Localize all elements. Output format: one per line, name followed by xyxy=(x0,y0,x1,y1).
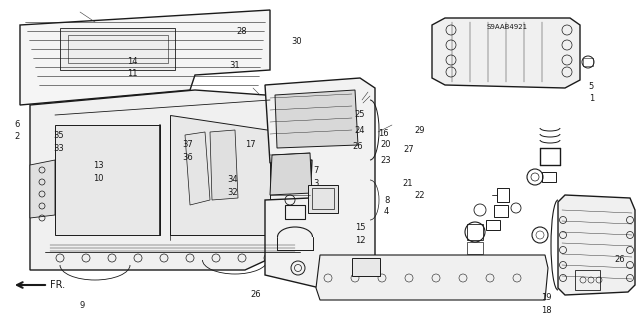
Text: 19: 19 xyxy=(541,293,551,302)
Polygon shape xyxy=(185,132,210,205)
Bar xyxy=(494,205,508,217)
Text: 15: 15 xyxy=(355,223,365,232)
Text: 22: 22 xyxy=(415,191,425,200)
Text: 1: 1 xyxy=(589,94,594,103)
Text: 2: 2 xyxy=(14,132,19,141)
Text: 27: 27 xyxy=(403,145,414,154)
Text: 16: 16 xyxy=(378,129,388,138)
Text: 13: 13 xyxy=(93,161,104,170)
Text: 33: 33 xyxy=(53,144,64,152)
Text: 6: 6 xyxy=(14,120,19,129)
Text: 34: 34 xyxy=(227,175,238,184)
Polygon shape xyxy=(210,130,238,200)
Text: 26: 26 xyxy=(352,142,363,151)
Polygon shape xyxy=(275,90,358,148)
Text: 8: 8 xyxy=(384,196,389,205)
Text: S9AAB4921: S9AAB4921 xyxy=(486,24,527,30)
Bar xyxy=(308,185,338,213)
Text: 30: 30 xyxy=(291,37,302,46)
Text: 26: 26 xyxy=(251,290,262,299)
Polygon shape xyxy=(30,90,310,270)
Polygon shape xyxy=(316,255,548,300)
Bar xyxy=(60,28,175,70)
Bar xyxy=(312,188,334,209)
Text: 24: 24 xyxy=(354,126,364,135)
Polygon shape xyxy=(270,153,312,195)
Text: 4: 4 xyxy=(384,207,389,216)
Text: 32: 32 xyxy=(227,188,238,197)
Text: 11: 11 xyxy=(127,69,137,78)
Text: 36: 36 xyxy=(182,153,193,162)
Bar xyxy=(575,270,600,290)
Bar xyxy=(68,35,168,63)
Text: 17: 17 xyxy=(245,140,256,149)
Bar xyxy=(486,220,500,230)
Text: 20: 20 xyxy=(381,140,391,149)
Polygon shape xyxy=(30,160,55,218)
Text: 12: 12 xyxy=(355,236,365,245)
Text: 7: 7 xyxy=(314,166,319,175)
Polygon shape xyxy=(432,18,580,88)
Text: 37: 37 xyxy=(182,140,193,149)
Text: 29: 29 xyxy=(415,126,425,135)
Text: 26: 26 xyxy=(614,255,625,264)
Polygon shape xyxy=(558,195,635,295)
Bar xyxy=(467,242,483,254)
Text: 5: 5 xyxy=(589,82,594,91)
Bar xyxy=(497,188,509,202)
Text: 21: 21 xyxy=(402,179,412,188)
Text: 9: 9 xyxy=(80,301,85,310)
Text: 14: 14 xyxy=(127,57,137,66)
Text: FR.: FR. xyxy=(50,280,65,290)
Polygon shape xyxy=(170,115,270,235)
Polygon shape xyxy=(20,10,270,105)
Text: 18: 18 xyxy=(541,306,552,315)
Text: 3: 3 xyxy=(314,179,319,188)
Text: 31: 31 xyxy=(229,61,240,70)
Text: 23: 23 xyxy=(381,156,392,165)
Polygon shape xyxy=(265,78,375,288)
Bar xyxy=(352,258,380,276)
Text: 25: 25 xyxy=(354,110,364,119)
Bar xyxy=(467,224,483,240)
Bar xyxy=(285,205,305,219)
Text: 10: 10 xyxy=(93,174,103,183)
Polygon shape xyxy=(55,125,160,235)
Bar xyxy=(542,172,556,182)
Text: 28: 28 xyxy=(237,27,248,36)
Bar xyxy=(583,58,593,66)
Text: 35: 35 xyxy=(53,131,64,140)
